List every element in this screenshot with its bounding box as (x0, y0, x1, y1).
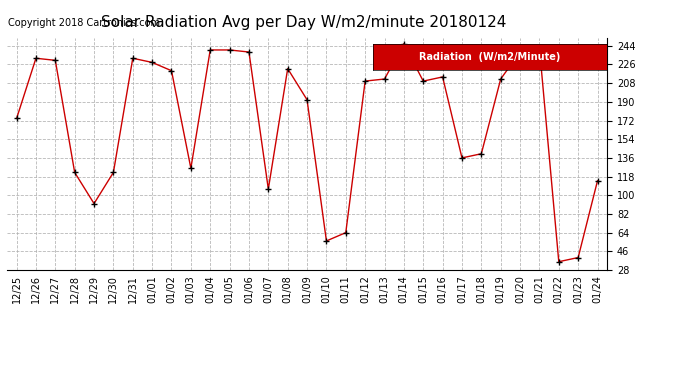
Text: Copyright 2018 Cartronics.com: Copyright 2018 Cartronics.com (8, 18, 160, 28)
Text: Solar Radiation Avg per Day W/m2/minute 20180124: Solar Radiation Avg per Day W/m2/minute … (101, 15, 506, 30)
